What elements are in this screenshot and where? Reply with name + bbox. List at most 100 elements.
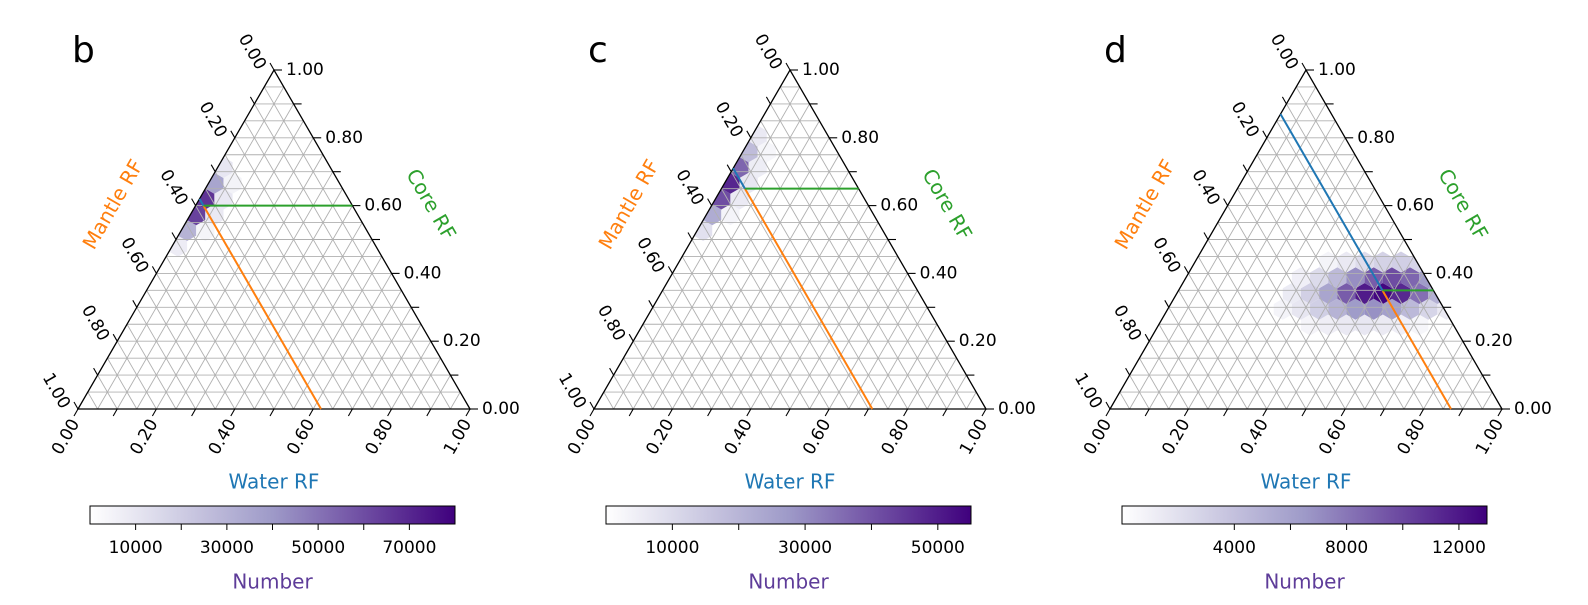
grid-line-water xyxy=(391,340,432,410)
grid-line-water xyxy=(312,273,392,410)
hexbin-cell xyxy=(1355,314,1374,336)
hexbin-cell xyxy=(748,157,767,178)
tick-water xyxy=(1419,408,1425,417)
grid-line-mantle xyxy=(681,256,771,410)
grid-line-water xyxy=(371,324,422,410)
hexbin-cell xyxy=(1337,283,1356,304)
water-axis-title: Water RF xyxy=(229,470,320,494)
water-tick-label: 0.20 xyxy=(126,416,162,459)
grid-line-water xyxy=(1442,357,1473,410)
mantle-tick-label: 0.60 xyxy=(116,234,152,277)
axis-ticks xyxy=(73,62,478,417)
water-tick-label: 0.80 xyxy=(1393,416,1429,459)
grid-line-mantle xyxy=(244,120,412,410)
tick-mantle xyxy=(726,164,732,172)
grid-line-water xyxy=(1168,120,1336,410)
hexbin-cell xyxy=(1328,298,1347,320)
tick-water xyxy=(824,408,830,417)
grid-line-mantle xyxy=(185,222,294,410)
mantle-tick-label: 0.80 xyxy=(593,302,629,345)
tick-mantle xyxy=(230,130,236,139)
core-tick-label: 0.00 xyxy=(482,399,520,419)
tick-water xyxy=(1458,408,1464,417)
grid-line-mantle xyxy=(165,256,255,410)
grid-line-mantle xyxy=(672,273,752,410)
grid-line-water xyxy=(613,86,801,410)
colorbar-label: Number xyxy=(232,570,313,594)
colorbar-label: Number xyxy=(1264,570,1345,594)
tick-mantle xyxy=(1105,401,1111,410)
ternary-panel-c: 0.00 0.20 0.40 0.60 0.80 1.000.000.200.400.60… xyxy=(554,30,1036,594)
grid-line-water xyxy=(730,188,859,410)
grid-line-mantle xyxy=(1129,374,1150,410)
water-tick-label: 0.60 xyxy=(799,416,835,459)
water-tick-label: 0.80 xyxy=(877,416,913,459)
grid-line-water xyxy=(1384,307,1444,410)
tick-mantle xyxy=(191,198,197,206)
core-tick-label: 1.00 xyxy=(1318,60,1356,80)
mantle-tick-label: 0.20 xyxy=(711,98,747,141)
grid-line-mantle xyxy=(779,86,967,410)
tick-water xyxy=(73,408,79,417)
grid-line-water xyxy=(352,307,412,410)
hexbin-cell xyxy=(205,204,224,226)
hexbin-cell xyxy=(1300,314,1320,336)
grid-line-mantle xyxy=(652,307,712,410)
tick-mantle xyxy=(132,300,138,308)
tick-water xyxy=(863,408,869,417)
hexbin-cell xyxy=(1328,267,1347,289)
grid-line-water xyxy=(410,357,441,410)
core-tick-label: 0.00 xyxy=(1514,399,1552,419)
tick-mantle xyxy=(746,130,752,139)
grid-line-mantle xyxy=(1237,188,1366,410)
water-tick-label: 1.00 xyxy=(1472,416,1508,459)
tick-mantle xyxy=(1301,62,1307,71)
tick-mantle xyxy=(269,62,275,71)
grid-line-mantle xyxy=(107,357,138,410)
core-tick-label: 1.00 xyxy=(802,60,840,80)
tick-mantle xyxy=(589,401,595,410)
water-tick-label: 0.00 xyxy=(564,416,600,459)
grid-line-water xyxy=(214,188,343,410)
grid-line-mantle xyxy=(1217,222,1326,410)
tick-water xyxy=(308,408,314,417)
grid-line-mantle xyxy=(224,154,373,410)
hexbin-cell xyxy=(1337,314,1356,336)
grid-line-water xyxy=(1423,340,1464,410)
grid-line-mantle xyxy=(701,222,810,410)
mantle-tick-label: 0.40 xyxy=(155,166,191,209)
tick-mantle xyxy=(1203,232,1209,240)
hexbin-cell xyxy=(721,141,740,163)
grid-line-mantle xyxy=(1168,307,1228,410)
tick-mantle xyxy=(210,164,216,172)
tick-water xyxy=(1183,408,1189,417)
grid-line-water xyxy=(907,340,948,410)
tick-mantle xyxy=(1281,96,1287,105)
grid-line-water xyxy=(691,154,840,410)
water-tick-label: 0.40 xyxy=(205,416,241,459)
colorbar-tick-label: 30000 xyxy=(778,538,832,558)
tick-water xyxy=(347,408,353,417)
tick-mantle xyxy=(151,266,157,274)
hexbin-cell xyxy=(1410,314,1429,336)
tick-water xyxy=(589,408,595,417)
water-axis-title: Water RF xyxy=(1261,470,1352,494)
panel-label: b xyxy=(72,30,95,71)
axis-ticks xyxy=(1105,62,1510,417)
grid-line-mantle xyxy=(603,391,614,410)
grid-line-mantle xyxy=(146,290,216,410)
hexbin-cell xyxy=(1273,298,1292,320)
core-tick-label: 0.20 xyxy=(959,331,997,351)
reference-line-mantle xyxy=(1381,289,1452,410)
tick-water xyxy=(112,408,118,417)
core-tick-label: 0.00 xyxy=(998,399,1036,419)
grid-line-mantle xyxy=(87,391,98,410)
colorbar xyxy=(89,505,456,525)
tick-water xyxy=(785,408,791,417)
hexbin-cell xyxy=(1291,298,1311,320)
reference-line-mantle xyxy=(744,188,874,410)
mantle-tick-label: 0.00 xyxy=(1266,31,1302,74)
ternary-panel-b: 0.00 0.20 0.40 0.60 0.80 1.000.000.200.400.60… xyxy=(38,30,520,594)
grid-line-water xyxy=(1246,188,1375,410)
